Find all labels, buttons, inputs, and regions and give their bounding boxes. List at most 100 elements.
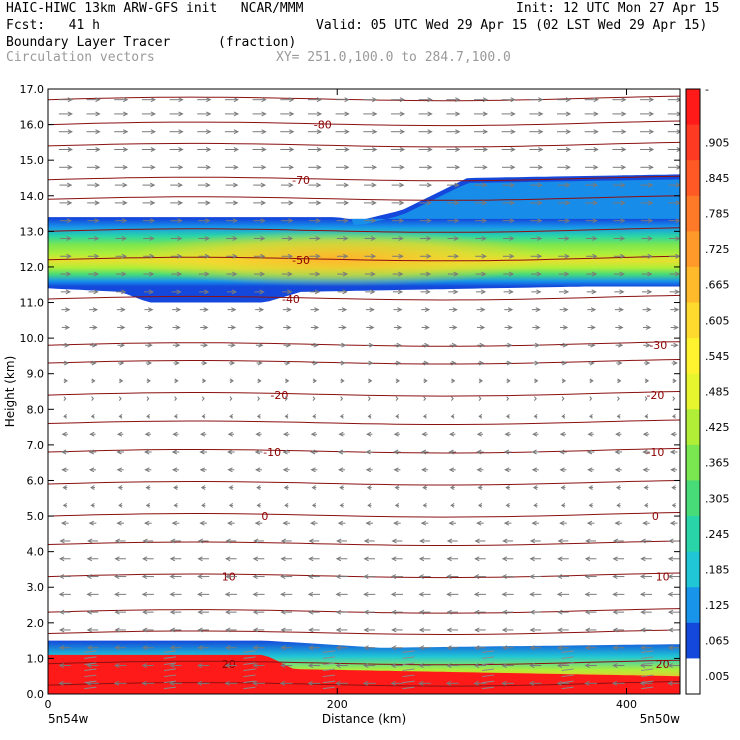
circulation-vector <box>58 97 73 103</box>
y-tick-label: 11.0 <box>20 297 45 310</box>
circulation-vector <box>667 574 680 580</box>
circulation-vector <box>391 182 405 188</box>
circulation-vector <box>474 218 488 224</box>
circulation-vector <box>476 307 486 313</box>
circulation-vector <box>642 324 652 330</box>
circulation-vector <box>529 164 544 170</box>
circulation-vector <box>363 164 378 170</box>
circulation-vector <box>199 449 207 455</box>
contour-label: -50 <box>292 254 310 267</box>
circulation-vector <box>612 129 627 135</box>
colorbar-label: .665 <box>705 279 730 292</box>
circulation-vector <box>617 378 622 384</box>
circulation-vector <box>587 324 596 330</box>
circulation-vector <box>531 307 541 313</box>
circulation-vector <box>363 97 378 103</box>
circulation-vector <box>418 147 433 152</box>
circulation-vector <box>669 236 680 241</box>
circulation-vector <box>201 396 205 401</box>
circulation-vector <box>477 342 485 348</box>
circulation-vector <box>529 591 542 597</box>
circulation-vector <box>639 574 653 580</box>
circulation-vector <box>475 271 487 277</box>
circulation-vector <box>199 289 210 295</box>
circulation-vector <box>478 396 482 401</box>
circulation-vector <box>337 289 348 295</box>
circulation-vector <box>252 627 265 633</box>
circulation-vector <box>667 680 680 686</box>
circulation-vector <box>584 147 599 152</box>
circulation-vector <box>643 485 649 491</box>
circulation-vector <box>530 236 543 241</box>
circulation-vector <box>59 164 73 170</box>
circulation-vector <box>173 502 178 508</box>
circulation-vector <box>252 164 267 170</box>
y-tick-label: 17.0 <box>20 83 45 96</box>
circulation-vector <box>91 378 96 384</box>
circulation-vector <box>391 627 403 633</box>
circulation-vector <box>420 271 432 277</box>
circulation-vector <box>391 538 403 544</box>
circulation-vector <box>641 650 654 653</box>
circulation-vector <box>531 467 539 473</box>
circulation-vector <box>640 200 654 206</box>
circulation-vector <box>588 502 593 508</box>
circulation-vector <box>340 378 345 384</box>
circulation-vector <box>474 645 486 651</box>
circulation-vector <box>87 200 100 206</box>
contour-label: -20 <box>646 389 664 402</box>
circulation-vector <box>641 686 654 690</box>
circulation-vector <box>309 271 321 277</box>
circulation-vector <box>340 396 344 401</box>
circulation-vector <box>114 200 128 206</box>
colorbar-label: .785 <box>705 208 730 221</box>
circulation-vector <box>390 663 403 668</box>
circulation-vector <box>282 467 290 473</box>
circulation-vector <box>533 414 538 419</box>
circulation-vector <box>142 645 154 651</box>
circulation-vector <box>422 502 427 508</box>
circulation-vector <box>390 591 403 597</box>
circulation-vector <box>337 449 346 455</box>
circulation-vector <box>335 574 348 580</box>
circulation-vector <box>419 538 431 544</box>
circulation-vector <box>365 307 375 313</box>
circulation-vector <box>116 467 124 473</box>
circulation-vector <box>142 200 156 206</box>
circulation-vector <box>559 324 569 330</box>
y-tick-label: 15.0 <box>20 154 45 167</box>
circulation-vector <box>87 538 98 544</box>
circulation-vector <box>449 485 455 491</box>
circulation-vector <box>229 378 234 384</box>
circulation-vector <box>644 502 649 508</box>
circulation-vector <box>584 609 597 615</box>
circulation-vector <box>253 253 266 259</box>
circulation-vector <box>90 360 97 366</box>
circulation-vector <box>482 686 495 690</box>
circulation-vector <box>669 289 680 295</box>
circulation-vector <box>448 307 458 313</box>
circulation-vector <box>335 129 350 135</box>
circulation-vector <box>615 324 624 330</box>
circulation-vector <box>419 200 433 206</box>
circulation-vector <box>84 650 97 653</box>
circulation-vector <box>446 574 459 580</box>
circulation-vector <box>115 271 127 277</box>
circulation-vector <box>226 253 238 259</box>
circulation-vector <box>449 342 458 348</box>
circulation-vector <box>62 342 70 348</box>
circulation-vector <box>308 164 322 170</box>
colorbar-swatch <box>686 516 700 553</box>
circulation-vector <box>641 674 654 678</box>
contour-label: -70 <box>292 174 310 187</box>
circulation-vector <box>311 342 319 348</box>
circulation-vector <box>529 111 544 117</box>
circulation-vector <box>504 342 513 348</box>
circulation-vector <box>446 627 459 633</box>
circulation-vector <box>501 111 516 117</box>
circulation-vector <box>587 342 596 348</box>
colorbar-label: .425 <box>705 421 730 434</box>
colorbar-label: .245 <box>705 528 730 541</box>
circulation-vector <box>501 147 516 152</box>
circulation-vector <box>362 680 376 686</box>
